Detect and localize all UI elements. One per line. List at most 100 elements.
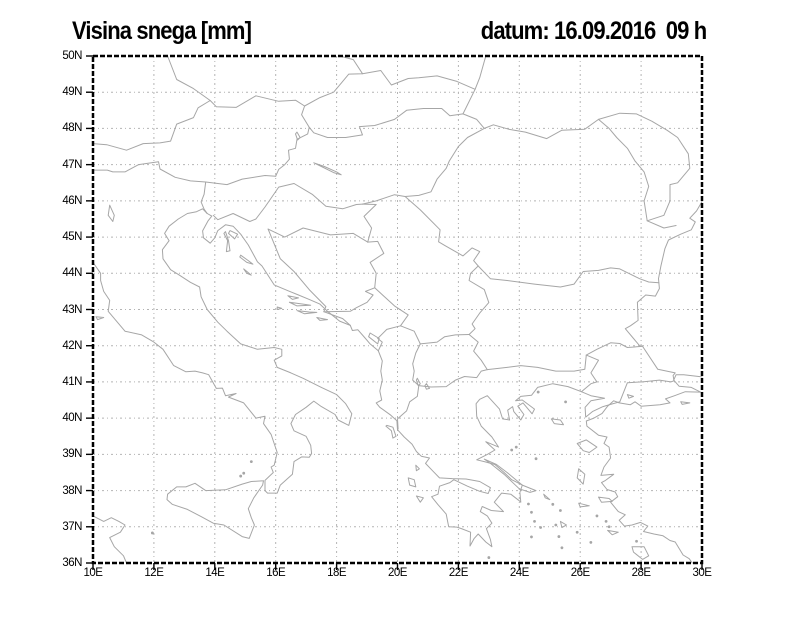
country-border-path [462,55,487,115]
country-border-path [598,112,691,222]
island-dot [595,514,599,518]
coastline-path [92,515,127,564]
island-dot [530,535,533,539]
island-dot [242,471,246,475]
y-axis-label: 46N [62,194,82,207]
y-axis-label: 37N [62,520,82,533]
lake-path [368,332,380,345]
country-border-path [362,203,377,243]
map-outline-layer [92,55,703,564]
country-border-path [362,70,476,90]
x-axis-label: 18E [327,567,347,579]
country-border-path [580,354,599,393]
island-dot [487,556,491,559]
country-border-path [275,126,310,177]
island-path [576,468,586,485]
country-border-path [585,342,643,356]
island-path [576,439,598,453]
lake-path [313,162,342,176]
y-axis-label: 44N [62,267,82,280]
x-axis-label: 22E [448,567,468,579]
country-border-path [462,113,485,129]
y-axis-label: 38N [62,484,82,497]
lake-path [680,401,691,405]
coastline-path [92,208,353,494]
country-border-path [362,194,406,205]
country-border-path [308,108,464,138]
coastline-path [202,201,703,548]
island-dot [589,540,593,544]
island-path [287,295,299,300]
y-axis-label: 43N [62,303,82,316]
island-path [239,254,254,265]
grid-layer [93,56,702,563]
island-dot [551,502,555,506]
island-path [288,301,312,307]
island-dot [554,523,558,527]
lake-path [424,383,430,390]
country-border-path [483,118,599,140]
country-border-path [404,127,485,197]
island-path [223,231,231,253]
y-axis-label: 39N [62,448,82,461]
x-axis-label: 20E [388,567,407,579]
country-border-path [205,175,277,186]
country-border-path [323,240,385,313]
y-axis-label: 50N [62,50,82,62]
island-path [296,310,318,315]
country-border-path [267,227,369,243]
island-path [631,546,650,560]
coastline-path [166,480,264,539]
island-path [559,520,567,528]
country-border-path [92,100,211,151]
y-axis-label: 41N [62,375,82,388]
island-dot [539,526,543,529]
island-path [276,306,283,310]
island-dot [575,530,579,534]
island-path [415,464,420,472]
plot-title: Visina snega [mm] [72,17,252,45]
island-dot [533,519,536,523]
y-axis-label: 36N [62,557,82,569]
x-axis-label: 14E [205,567,225,579]
x-axis-label: 28E [631,567,651,579]
island-dot [604,519,608,523]
lake-path [107,204,115,222]
island-path [316,317,328,321]
island-path [415,495,424,503]
island-dot [527,502,530,506]
island-path [407,477,417,488]
y-axis-label: 45N [62,231,82,244]
island-path [543,493,551,501]
country-border-path [304,55,363,107]
y-axis-label: 49N [62,86,82,99]
country-border-path [267,228,351,326]
country-border-path [397,385,420,430]
country-border-path [167,55,310,128]
island-dot [239,474,243,478]
country-border-path [374,287,409,327]
y-axis-label: 47N [62,158,82,171]
country-border-path [419,334,470,345]
x-axis-label: 16E [266,567,286,579]
island-dot [249,460,253,463]
lake-path [415,377,421,387]
lake-path [295,131,301,141]
island-path [95,316,105,321]
island-dot [534,457,538,461]
x-axis-label: 30E [692,567,712,579]
x-axis-label: 26E [570,567,590,579]
island-dot [560,546,564,550]
y-axis-label: 42N [62,339,82,352]
country-border-path [477,265,660,288]
coastline-path [585,374,703,564]
country-border-path [598,118,677,229]
plot-frame [91,54,704,565]
island-path [607,529,619,536]
island-dot [510,448,514,452]
island-path [550,418,564,426]
axis-tick-layer [86,55,703,570]
country-border-path [212,183,295,222]
island-dot [557,535,561,538]
country-border-path [418,369,488,388]
